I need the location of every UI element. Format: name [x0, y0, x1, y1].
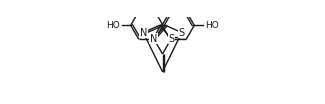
Text: N: N: [139, 28, 147, 38]
Text: HO: HO: [107, 21, 120, 30]
Text: S: S: [168, 33, 175, 44]
Text: HO: HO: [205, 21, 218, 30]
Text: S: S: [179, 28, 185, 38]
Text: N: N: [150, 33, 157, 44]
